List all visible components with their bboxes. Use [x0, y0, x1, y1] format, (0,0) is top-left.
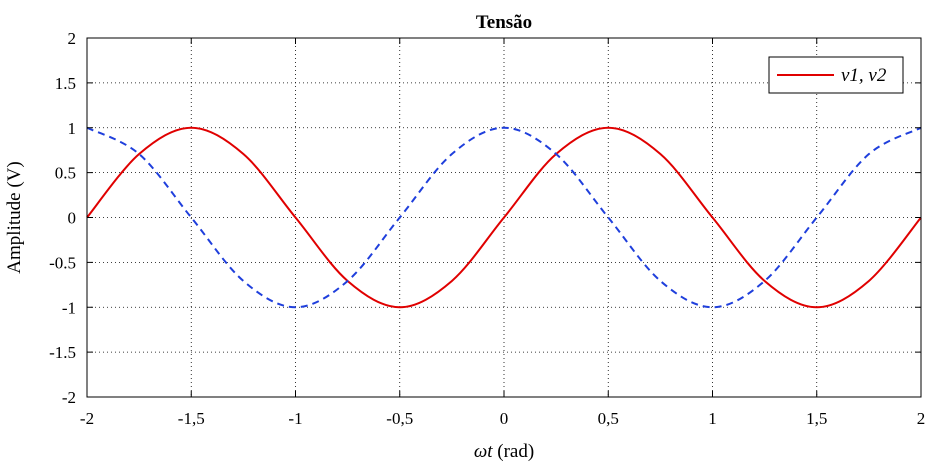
x-tick-label: 0	[500, 409, 509, 428]
y-tick-label: -2	[62, 388, 76, 407]
x-tick-label: -1	[288, 409, 302, 428]
series-line-1	[86, 126, 922, 309]
x-tick-label: -2	[80, 409, 94, 428]
x-tick-label: -0,5	[386, 409, 413, 428]
x-tick-label: 2	[917, 409, 926, 428]
x-tick-label: 0,5	[598, 409, 619, 428]
legend-entry: v1, v2	[841, 65, 887, 86]
y-tick-label: -1.5	[49, 343, 76, 362]
x-axis-label: ωt (rad)	[474, 441, 534, 462]
y-axis-label: Amplitude (V)	[4, 161, 25, 273]
x-tick-label: 1	[708, 409, 717, 428]
y-tick-label: -1	[62, 298, 76, 317]
x-axis-label-math: ωt	[474, 441, 493, 462]
ticks: -2 -1,5 -1 -0,5 0 0,5 1 1,5 2 2 1.5 1 0.5 0 -0.5 -1 -1.5…	[49, 29, 925, 428]
y-tick-label: 2	[68, 29, 77, 48]
x-tick-label: -1,5	[178, 409, 205, 428]
legend: v1, v2	[768, 56, 904, 94]
chart-title: Tensão	[476, 12, 532, 33]
x-tick-label: 1,5	[806, 409, 827, 428]
y-tick-label: 0.5	[55, 164, 76, 183]
series-line-2	[86, 126, 922, 309]
x-axis-label-unit: (rad)	[493, 441, 535, 462]
y-tick-label: 1	[68, 119, 77, 138]
y-tick-label: -0.5	[49, 253, 76, 272]
y-tick-label: 0	[68, 209, 77, 228]
y-tick-label: 1.5	[55, 74, 76, 93]
series-layer	[86, 126, 922, 309]
